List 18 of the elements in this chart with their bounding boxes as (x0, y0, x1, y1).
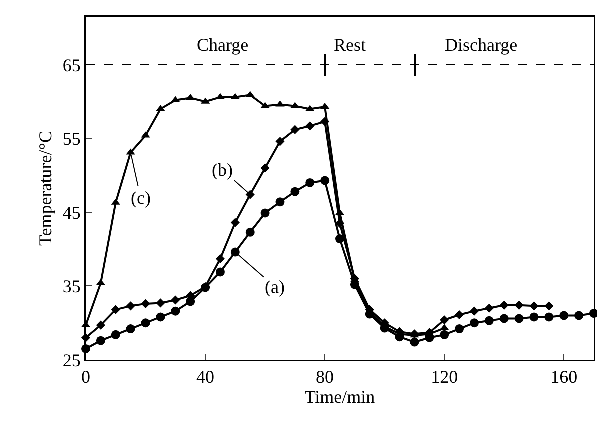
y-tick-label: 65 (62, 55, 81, 76)
x-tick-label: 120 (431, 367, 458, 388)
annotation: Rest (334, 35, 366, 55)
y-tick-label: 25 (62, 350, 81, 370)
y-tick-label: 35 (62, 276, 81, 297)
annotation: (c) (131, 188, 151, 208)
x-tick-label: 80 (316, 367, 334, 388)
y-tick-label: 55 (62, 129, 81, 150)
x-tick-label: 0 (82, 367, 90, 388)
annotation: Discharge (445, 35, 518, 55)
x-tick-label: 160 (550, 367, 578, 388)
x-axis-title: Time/min (304, 387, 376, 408)
annotation: (b) (212, 160, 233, 180)
annotation: (a) (265, 277, 285, 297)
x-tick-label: 40 (196, 367, 215, 388)
y-tick-label: 45 (62, 202, 81, 223)
annotation: Charge (197, 35, 249, 55)
y-axis-title: Temperature/°C (35, 131, 56, 246)
